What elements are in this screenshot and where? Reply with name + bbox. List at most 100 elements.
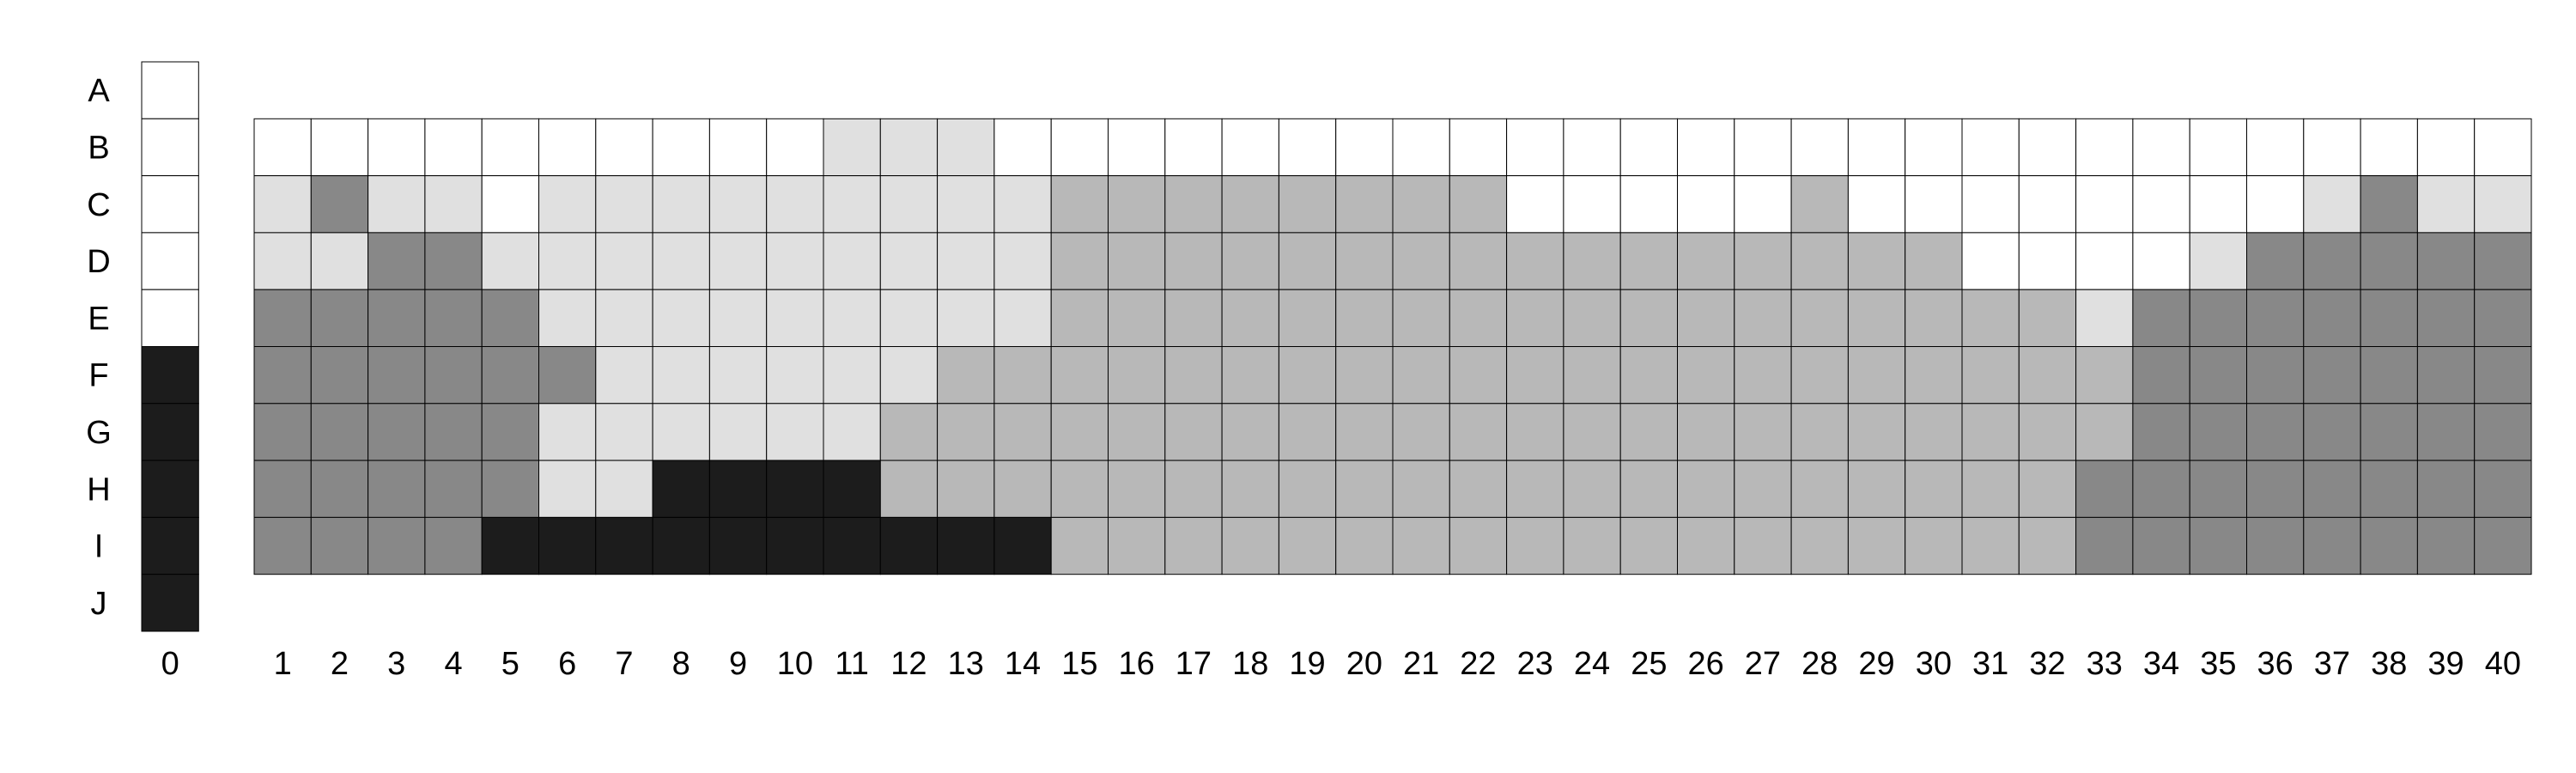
grid-cell-g-39 xyxy=(2416,403,2476,461)
grid-cell-g-24 xyxy=(1563,403,1621,461)
grid-cell-e-3 xyxy=(368,289,426,348)
grid-cell-i-22 xyxy=(1449,516,1508,575)
grid-cell-i-15 xyxy=(1050,516,1109,575)
grid-cell-i-7 xyxy=(595,516,653,575)
grid-cell-c-5 xyxy=(481,175,540,234)
grid-cell-d-5 xyxy=(481,232,540,290)
grid-cell-d-23 xyxy=(1506,232,1564,290)
grid-cell-h-33 xyxy=(2075,460,2134,518)
grid-cell-i-18 xyxy=(1221,516,1279,575)
grid-cell-c-9 xyxy=(708,175,768,234)
grid-cell-e-31 xyxy=(1961,289,2020,348)
grid-cell-i-26 xyxy=(1677,516,1735,575)
column-label-4: 4 xyxy=(444,646,462,682)
column-label-22: 22 xyxy=(1460,646,1496,682)
grid-cell-c-26 xyxy=(1677,175,1735,234)
row-label-d: D xyxy=(87,244,110,280)
grid-cell-d-3 xyxy=(368,232,426,290)
grid-cell-d-11 xyxy=(823,232,881,290)
grid-cell-i-34 xyxy=(2132,516,2190,575)
grid-cell-f-16 xyxy=(1108,346,1166,405)
grid-cell-e-1 xyxy=(253,289,312,348)
grid-cell-h-27 xyxy=(1734,460,1792,518)
grid-cell-f-10 xyxy=(766,346,824,405)
grid-cell-g-12 xyxy=(879,403,939,461)
column-label-10: 10 xyxy=(777,646,813,682)
column-label-17: 17 xyxy=(1176,646,1212,682)
grid-cell-g-26 xyxy=(1677,403,1735,461)
grid-cell-g-29 xyxy=(1847,403,1906,461)
grid-cell-g-23 xyxy=(1506,403,1564,461)
grid-cell-h-18 xyxy=(1221,460,1279,518)
grid-cell-i-21 xyxy=(1392,516,1450,575)
grid-cell-h-2 xyxy=(310,460,369,518)
column-label-7: 7 xyxy=(615,646,633,682)
grid-cell-h-14 xyxy=(993,460,1052,518)
grid-cell-d-19 xyxy=(1278,232,1337,290)
grid-cell-h-5 xyxy=(481,460,540,518)
grid-cell-d-35 xyxy=(2189,232,2247,290)
grid-cell-d-8 xyxy=(652,232,710,290)
grid-cell-c-18 xyxy=(1221,175,1279,234)
grid-cell-g-32 xyxy=(2018,403,2077,461)
grid-cell-e-13 xyxy=(937,289,995,348)
grid-cell-d-33 xyxy=(2075,232,2134,290)
column-label-11: 11 xyxy=(835,646,868,682)
grid-cell-g-3 xyxy=(368,403,426,461)
grid-cell-b-24 xyxy=(1563,118,1621,177)
grid-cell-c-21 xyxy=(1392,175,1450,234)
grid-cell-e-29 xyxy=(1847,289,1906,348)
grid-cell-h-20 xyxy=(1335,460,1394,518)
grid-cell-d-40 xyxy=(2474,232,2532,290)
grid-cell-f-13 xyxy=(937,346,995,405)
grid-cell-f-24 xyxy=(1563,346,1621,405)
reference-cell-d xyxy=(141,232,199,290)
grid-cell-f-5 xyxy=(481,346,540,405)
grid-cell-b-23 xyxy=(1506,118,1564,177)
grid-cell-h-13 xyxy=(937,460,995,518)
grid-cell-e-36 xyxy=(2246,289,2305,348)
grid-cell-g-25 xyxy=(1619,403,1678,461)
grid-cell-b-26 xyxy=(1677,118,1735,177)
grid-cell-i-23 xyxy=(1506,516,1564,575)
column-label-26: 26 xyxy=(1688,646,1724,682)
grid-cell-b-14 xyxy=(993,118,1052,177)
reference-cell-f xyxy=(141,346,199,405)
grid-cell-d-27 xyxy=(1734,232,1792,290)
grid-cell-f-2 xyxy=(310,346,369,405)
grid-cell-f-15 xyxy=(1050,346,1109,405)
grid-cell-f-8 xyxy=(652,346,710,405)
grid-cell-i-2 xyxy=(310,516,369,575)
column-label-8: 8 xyxy=(672,646,690,682)
grid-cell-i-10 xyxy=(766,516,824,575)
grid-cell-c-8 xyxy=(652,175,710,234)
column-label-39: 39 xyxy=(2427,646,2464,682)
grid-cell-c-29 xyxy=(1847,175,1906,234)
grid-cell-f-30 xyxy=(1905,346,1963,405)
column-label-36: 36 xyxy=(2257,646,2293,682)
grid-cell-b-3 xyxy=(368,118,426,177)
grid-cell-f-27 xyxy=(1734,346,1792,405)
grid-cell-f-29 xyxy=(1847,346,1906,405)
grid-cell-b-13 xyxy=(937,118,995,177)
grid-cell-h-15 xyxy=(1050,460,1109,518)
grid-cell-f-20 xyxy=(1335,346,1394,405)
column-label-13: 13 xyxy=(948,646,984,682)
grid-cell-g-19 xyxy=(1278,403,1337,461)
grid-cell-d-30 xyxy=(1905,232,1963,290)
grid-cell-g-28 xyxy=(1790,403,1849,461)
column-label-19: 19 xyxy=(1289,646,1325,682)
grid-cell-h-38 xyxy=(2360,460,2418,518)
grid-cell-i-38 xyxy=(2360,516,2418,575)
grid-cell-i-25 xyxy=(1619,516,1678,575)
grid-cell-h-3 xyxy=(368,460,426,518)
grid-cell-b-8 xyxy=(652,118,710,177)
grid-cell-c-16 xyxy=(1108,175,1166,234)
grid-cell-d-34 xyxy=(2132,232,2190,290)
grid-cell-c-15 xyxy=(1050,175,1109,234)
grid-cell-d-29 xyxy=(1847,232,1906,290)
grid-cell-b-18 xyxy=(1221,118,1279,177)
column-label-16: 16 xyxy=(1119,646,1155,682)
grid-cell-c-22 xyxy=(1449,175,1508,234)
grid-cell-g-35 xyxy=(2189,403,2247,461)
